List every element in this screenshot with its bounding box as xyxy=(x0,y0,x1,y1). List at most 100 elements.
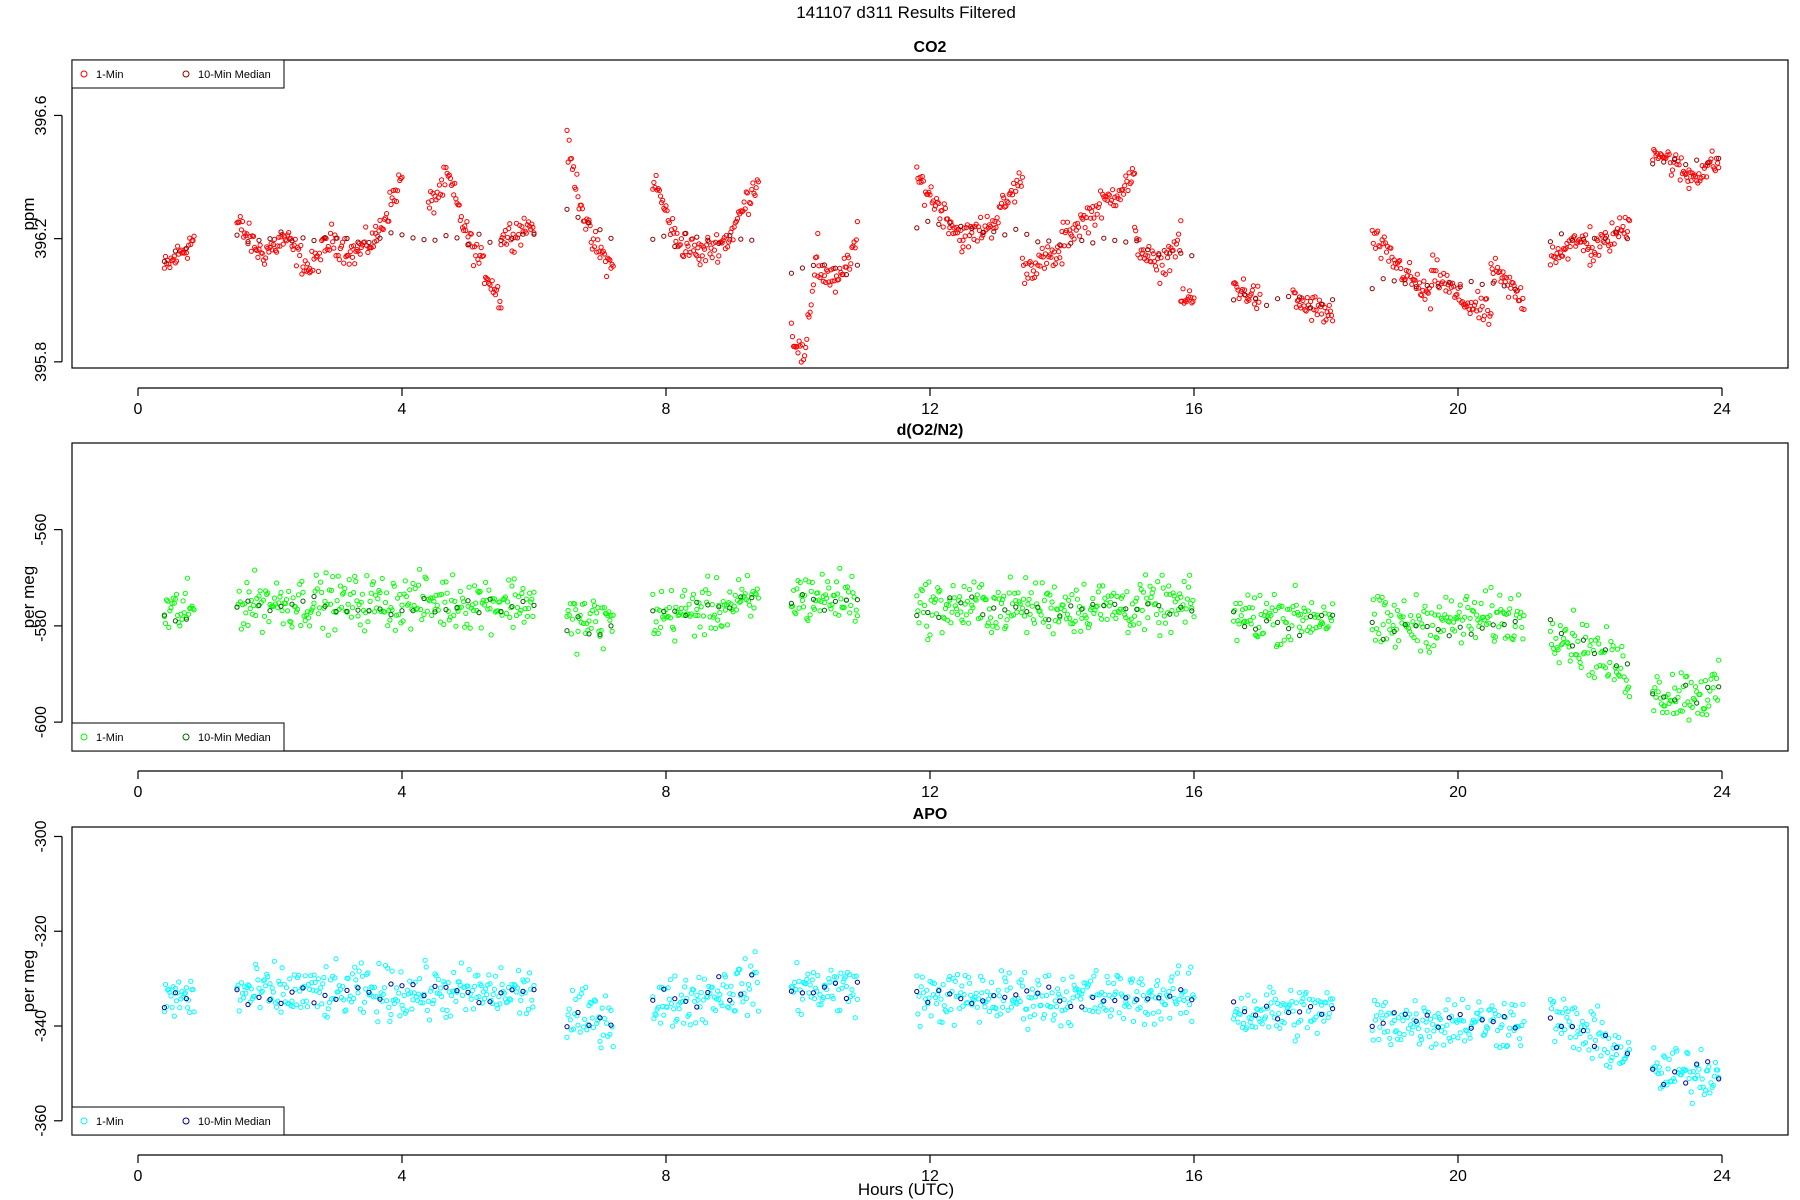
data-point xyxy=(524,613,531,619)
data-point xyxy=(374,238,380,244)
data-point xyxy=(431,598,437,604)
data-point xyxy=(1444,1022,1450,1028)
data-point xyxy=(407,978,413,984)
data-point xyxy=(1409,1030,1415,1036)
data-point xyxy=(1042,973,1049,979)
data-point xyxy=(1024,1006,1030,1012)
data-point xyxy=(1059,1007,1065,1014)
data-point xyxy=(1096,201,1103,207)
data-point xyxy=(809,288,815,294)
x-tick-label: 4 xyxy=(398,1168,407,1185)
data-point xyxy=(1291,1022,1297,1028)
data-point xyxy=(992,1005,998,1011)
data-point xyxy=(1325,624,1331,630)
data-point xyxy=(1174,237,1181,243)
data-point xyxy=(1240,1020,1247,1027)
data-point xyxy=(731,603,737,609)
data-point xyxy=(177,623,183,629)
data-point xyxy=(942,205,949,211)
data-point xyxy=(1001,593,1007,599)
data-point xyxy=(1101,235,1107,241)
data-point xyxy=(1435,1024,1441,1030)
data-point xyxy=(415,582,422,588)
data-point xyxy=(586,217,592,223)
data-point xyxy=(432,983,438,990)
data-point xyxy=(574,1013,580,1019)
data-point xyxy=(1301,605,1307,611)
data-point xyxy=(1238,613,1244,619)
data-point xyxy=(1035,977,1041,983)
data-point xyxy=(1556,660,1562,666)
data-point xyxy=(366,608,372,614)
data-point xyxy=(241,621,247,627)
data-point xyxy=(996,596,1002,602)
data-point xyxy=(1028,262,1034,268)
data-point xyxy=(285,608,291,614)
data-point xyxy=(386,218,392,224)
data-point xyxy=(657,193,664,199)
data-point xyxy=(565,607,571,614)
data-point xyxy=(954,612,961,618)
data-point xyxy=(492,292,499,298)
data-point xyxy=(1579,1019,1585,1025)
data-point xyxy=(1567,658,1573,664)
data-point xyxy=(1521,1018,1527,1025)
data-point xyxy=(1507,606,1513,612)
data-point xyxy=(1242,618,1248,624)
data-point xyxy=(1126,1004,1132,1010)
data-point xyxy=(1297,294,1303,300)
data-point xyxy=(1374,1013,1380,1019)
data-point xyxy=(417,976,423,982)
data-point xyxy=(1399,1012,1405,1018)
data-point xyxy=(398,969,404,975)
data-point xyxy=(1025,601,1031,607)
data-point xyxy=(349,971,356,977)
data-point xyxy=(509,987,515,993)
data-point xyxy=(1369,1023,1375,1030)
data-point xyxy=(1602,665,1609,671)
data-point xyxy=(1150,251,1156,257)
data-point xyxy=(854,613,861,619)
data-point xyxy=(1454,291,1460,297)
data-point xyxy=(1005,200,1011,206)
data-point xyxy=(705,994,711,1000)
data-point xyxy=(476,231,482,237)
data-point xyxy=(1385,1028,1391,1034)
data-point xyxy=(355,239,361,245)
data-point xyxy=(1696,171,1702,177)
data-point xyxy=(1520,295,1526,301)
data-point xyxy=(1602,647,1609,653)
data-point xyxy=(947,595,953,601)
data-point xyxy=(191,607,197,613)
data-point xyxy=(1139,607,1145,614)
data-point xyxy=(1608,241,1614,247)
data-point xyxy=(1068,1022,1074,1029)
data-point xyxy=(1490,1019,1496,1025)
data-point xyxy=(1377,1024,1383,1030)
data-point xyxy=(241,995,247,1001)
data-point xyxy=(1025,275,1031,281)
data-point xyxy=(700,613,707,619)
data-point xyxy=(993,224,999,231)
data-point xyxy=(497,298,503,304)
data-point xyxy=(715,988,721,994)
data-point xyxy=(1570,607,1577,613)
data-point xyxy=(683,612,689,619)
data-point xyxy=(1245,992,1251,998)
data-point xyxy=(432,607,438,613)
data-point xyxy=(1678,155,1684,161)
data-point xyxy=(1413,1018,1419,1024)
data-point xyxy=(1326,302,1332,308)
data-point xyxy=(1463,596,1469,603)
data-point xyxy=(1293,602,1299,608)
data-point xyxy=(742,956,748,962)
data-point xyxy=(327,977,334,983)
data-point xyxy=(1249,605,1255,611)
data-point xyxy=(1319,1011,1325,1017)
data-point xyxy=(1231,609,1237,615)
data-point xyxy=(967,586,973,593)
data-point xyxy=(1407,628,1413,634)
data-point xyxy=(1702,678,1709,684)
data-point xyxy=(698,989,704,996)
data-point xyxy=(356,968,362,974)
